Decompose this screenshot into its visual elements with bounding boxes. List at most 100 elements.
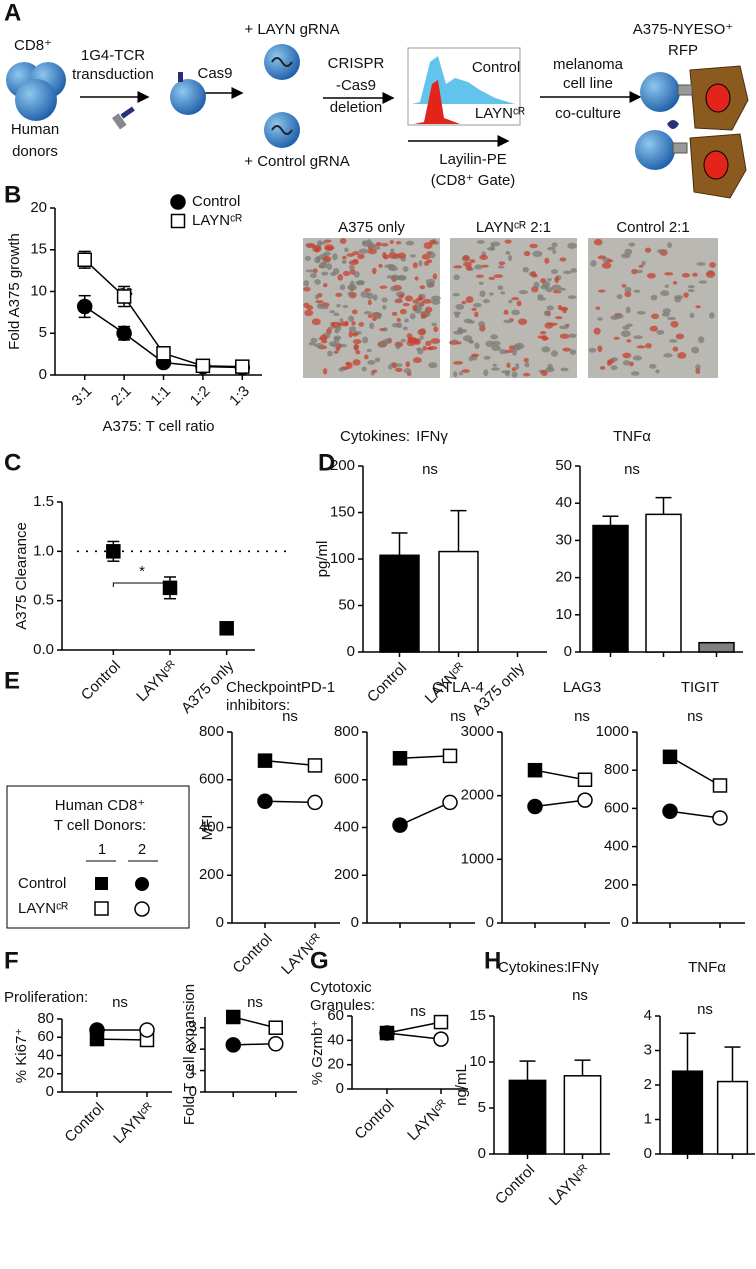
cell-speck (689, 312, 695, 319)
cell-speck (505, 251, 511, 255)
cell-speck (672, 280, 678, 285)
cell-speck (362, 336, 369, 344)
y-tick-label: 1000 (596, 723, 629, 740)
cell-speck (309, 272, 317, 278)
cell-speck (624, 286, 632, 293)
cell-speck (319, 334, 328, 342)
cell-speck (304, 309, 314, 317)
y-tick-label: 1.0 (33, 542, 54, 559)
y-tick-label: 20 (30, 199, 47, 216)
cell-speck (675, 333, 685, 340)
annotation: * (139, 563, 145, 580)
cell-speck (485, 340, 495, 348)
error-bar (602, 515, 619, 526)
cell-speck (500, 370, 511, 374)
cell-speck (308, 341, 316, 346)
panel-note: inhibitors: (226, 697, 290, 714)
cell-speck (352, 359, 361, 366)
cell-speck (424, 306, 433, 313)
cell-speck (681, 272, 691, 278)
cell-speck (383, 327, 388, 332)
donor-legend: Human CD8⁺ T cell Donors: 1 2 Control LA… (6, 785, 190, 929)
x-tick-label: Control (229, 931, 275, 977)
cell-speck (691, 346, 700, 354)
chart-title: TIGIT (681, 679, 719, 696)
cell-speck (399, 308, 407, 315)
cell-speck (649, 325, 658, 332)
cell-speck (395, 363, 403, 367)
significance-bracket (112, 582, 171, 587)
cell-speck (321, 340, 328, 344)
series-line (669, 810, 721, 819)
marker (226, 1009, 241, 1025)
cell-speck (533, 281, 540, 289)
cell-speck (597, 289, 606, 293)
cell-speck (518, 290, 529, 295)
step-label: melanoma (553, 56, 624, 73)
cell-speck (524, 361, 530, 368)
cell-speck (664, 284, 669, 289)
cell-speck (330, 321, 336, 327)
cell-speck (317, 304, 326, 310)
cell-speck (660, 290, 670, 297)
y-tick-label: 10 (469, 1053, 486, 1070)
cell-speck (567, 295, 577, 300)
marker (527, 798, 543, 815)
cell-speck (338, 367, 345, 372)
cell-speck (487, 246, 496, 251)
cell-speck (335, 346, 341, 352)
annotation: ns (112, 994, 128, 1011)
cell-speck (497, 265, 505, 269)
cell-speck (650, 294, 658, 301)
y-tick-label: 60 (327, 1007, 344, 1024)
cell-speck (363, 311, 372, 315)
marker (527, 762, 543, 778)
cell-speck (461, 369, 471, 373)
cell-speck (342, 304, 349, 309)
bar (438, 550, 479, 653)
cell-speck (346, 253, 355, 257)
cell-speck (348, 260, 359, 266)
y-tick-label: 3 (189, 1019, 197, 1036)
cell-speck (372, 294, 378, 301)
cell-speck (395, 241, 402, 245)
cell-speck (322, 368, 328, 375)
y-tick-label: 600 (334, 771, 359, 788)
y-tick-label: 200 (334, 866, 359, 883)
x-tick-label: Control (78, 658, 124, 704)
marker (195, 358, 211, 374)
cell-speck (429, 239, 436, 245)
cell-speck (404, 318, 409, 323)
step-label: CRISPR (328, 55, 385, 72)
cell-speck (648, 363, 657, 369)
cell-speck (342, 255, 347, 260)
marker (379, 1025, 395, 1041)
cell-speck (333, 350, 339, 354)
cell-speck (664, 272, 674, 276)
cell-speck (545, 366, 555, 373)
y-tick-label: 150 (330, 503, 355, 520)
cell-speck (597, 255, 607, 260)
annotation: ns (410, 1003, 426, 1020)
cell-speck (516, 300, 522, 307)
cell-speck (453, 265, 463, 269)
y-tick-label: 200 (604, 876, 629, 893)
cell-speck (499, 349, 508, 355)
cell-speck (402, 302, 410, 307)
bar (592, 524, 629, 653)
cell-speck (351, 309, 358, 315)
cell-speck (631, 268, 638, 275)
cell-speck (396, 317, 401, 322)
cell-speck (339, 284, 346, 291)
cell-speck (588, 347, 597, 353)
cell-speck (515, 363, 520, 370)
cell-speck (360, 290, 370, 298)
nucleus (703, 150, 729, 180)
receptor (178, 72, 183, 82)
marker (76, 298, 93, 315)
cell-speck (397, 252, 407, 259)
cell-speck (358, 322, 365, 327)
cell-speck (330, 271, 337, 277)
marker (162, 580, 178, 596)
